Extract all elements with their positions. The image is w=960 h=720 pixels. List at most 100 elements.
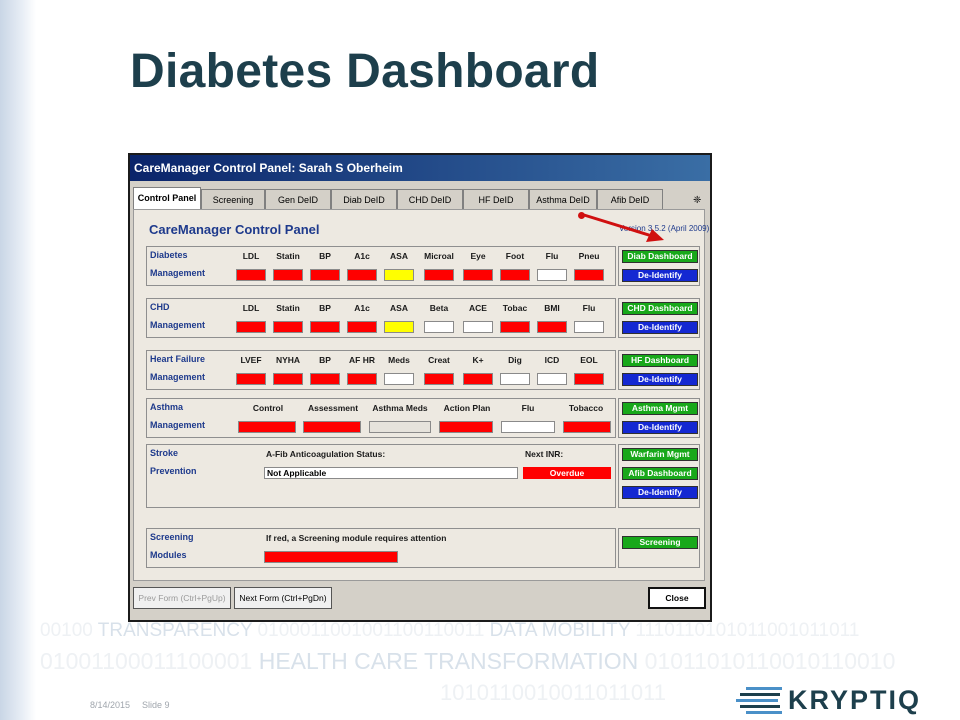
status-assessment [303,421,361,433]
status-bp [310,373,340,385]
tab-gen-deid[interactable]: Gen DeID [265,189,331,209]
diabetes-label: Diabetes [150,250,188,260]
background-text-line-3: 1010110010011011011 [440,680,666,705]
prev-form-button[interactable]: Prev Form (Ctrl+PgUp) [133,587,231,609]
status-asa [384,269,414,281]
column-header: NYHA [275,355,301,365]
status-flu [537,269,567,281]
column-header: Flu [582,303,596,313]
next-form-button[interactable]: Next Form (Ctrl+PgDn) [234,587,332,609]
stroke-group: Stroke Prevention A-Fib Anticoagulation … [146,444,616,508]
status-ldl [236,321,266,333]
asthma-sublabel: Management [150,420,206,430]
column-header: BP [319,355,331,365]
status-k [463,373,493,385]
column-header: Control [252,403,284,413]
tab-hf-deid[interactable]: HF DeID [463,189,529,209]
screening-label: Screening [150,532,194,542]
status-ace [463,321,493,333]
afib-status-field: Not Applicable [264,467,518,479]
tab-afib-deid[interactable]: Afib DeID [597,189,663,209]
screening-sublabel: Modules [150,550,187,560]
kryptiq-logo-icon [736,687,782,714]
status-a1c [347,269,377,281]
column-header: ACE [469,303,487,313]
chd-deidentify-button[interactable]: De-Identify [622,321,698,334]
status-statin [273,321,303,333]
afib-dashboard-button[interactable]: Afib Dashboard [622,467,698,480]
hf-dashboard-button[interactable]: HF Dashboard [622,354,698,367]
hf-deidentify-button[interactable]: De-Identify [622,373,698,386]
chd-buttons-group: CHD Dashboard De-Identify [618,298,700,338]
tab-chd-deid[interactable]: CHD DeID [397,189,463,209]
column-header: Creat [428,355,450,365]
control-panel-area: CareManager Control Panel Version 3.5.2 … [133,209,709,581]
column-header: Asthma Meds [372,403,428,413]
status-meds [384,373,414,385]
column-header: Flu [545,251,559,261]
window-title: CareManager Control Panel: Sarah S Oberh… [130,155,710,181]
tab-asthma-deid[interactable]: Asthma DeID [529,189,597,209]
column-header: A1c [354,303,370,313]
tab-bar: Control Panel Screening Gen DeID Diab De… [133,187,708,209]
column-header: K+ [472,355,484,365]
status-eol [574,373,604,385]
stroke-buttons-group: Warfarin Mgmt Afib Dashboard De-Identify [618,444,700,508]
column-header: ASA [390,303,408,313]
logo-text: KRYPTIQ [788,685,922,715]
asthma-mgmt-button[interactable]: Asthma Mgmt [622,402,698,415]
column-header: ASA [390,251,408,261]
status-asthma-meds [369,421,431,433]
tab-scroll-icon[interactable]: ❈ [693,195,702,206]
status-flu [501,421,555,433]
background-text-line-1: 00100 TRANSPARENCY 010001100100110011001… [40,620,860,641]
column-header: Assessment [307,403,359,413]
tab-screening[interactable]: Screening [201,189,265,209]
screening-group: Screening Modules If red, a Screening mo… [146,528,616,568]
heart-failure-label: Heart Failure [150,354,206,364]
background-text-line-2: 01001100011100001 HEALTH CARE TRANSFORMA… [40,648,896,674]
status-nyha [273,373,303,385]
inr-overdue-badge: Overdue [523,467,611,479]
chd-sublabel: Management [150,320,206,330]
chd-dashboard-button[interactable]: CHD Dashboard [622,302,698,315]
screening-button[interactable]: Screening [622,536,698,549]
heart-failure-group: Heart Failure Management LVEF NYHA BP AF… [146,350,616,390]
diabetes-group: Diabetes Management LDL Statin BP A1c AS… [146,246,616,286]
status-tobacco [563,421,611,433]
column-header: ICD [544,355,560,365]
column-header: A1c [354,251,370,261]
column-header: Statin [276,251,300,261]
status-lvef [236,373,266,385]
column-header: Tobacco [568,403,604,413]
warfarin-mgmt-button[interactable]: Warfarin Mgmt [622,448,698,461]
asthma-buttons-group: Asthma Mgmt De-Identify [618,398,700,438]
column-header: Foot [505,251,525,261]
status-statin [273,269,303,281]
asthma-deidentify-button[interactable]: De-Identify [622,421,698,434]
panel-title: CareManager Control Panel [149,222,320,237]
column-header: Statin [276,303,300,313]
afib-status-label: A-Fib Anticoagulation Status: [266,449,386,459]
column-header: BMI [544,303,560,313]
status-flu [574,321,604,333]
column-header: LDL [242,303,260,313]
screening-note: If red, a Screening module requires atte… [266,533,447,543]
footer-date: 8/14/2015 [90,700,131,710]
heart-failure-sublabel: Management [150,372,206,382]
slide-title: Diabetes Dashboard [130,45,600,98]
status-bmi [537,321,567,333]
diab-dashboard-button[interactable]: Diab Dashboard [622,250,698,263]
stroke-deidentify-button[interactable]: De-Identify [622,486,698,499]
tab-control-panel[interactable]: Control Panel [133,187,201,209]
column-header: Tobac [502,303,528,313]
tab-diab-deid[interactable]: Diab DeID [331,189,397,209]
asthma-group: Asthma Management Control Assessment Ast… [146,398,616,438]
column-header: Action Plan [443,403,491,413]
status-af-hr [347,373,377,385]
close-button[interactable]: Close [648,587,706,609]
diabetes-deidentify-button[interactable]: De-Identify [622,269,698,282]
column-header: BP [319,303,331,313]
status-icd [537,373,567,385]
status-asa [384,321,414,333]
